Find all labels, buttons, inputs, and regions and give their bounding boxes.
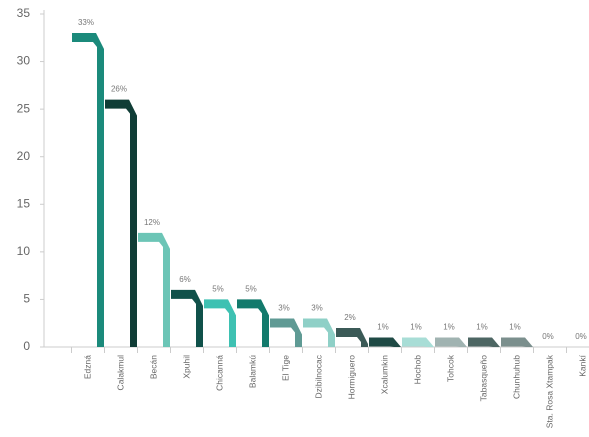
x-tick-label: Calakmul — [115, 355, 125, 391]
y-tick-label: 10 — [17, 244, 31, 258]
value-label: 3% — [278, 304, 290, 313]
y-tick-label: 15 — [17, 196, 31, 210]
x-tick-label: Xcalumkin — [379, 355, 389, 394]
value-label: 26% — [111, 85, 127, 94]
x-tick-label: Tohcok — [445, 354, 455, 382]
value-label: 0% — [542, 332, 554, 341]
x-tick-label: Balamkú — [247, 355, 257, 388]
value-label: 5% — [212, 285, 224, 294]
bar — [336, 327, 368, 347]
bar — [435, 337, 467, 347]
y-tick-label: 20 — [17, 149, 31, 163]
x-tick-label: Hochob — [412, 355, 422, 385]
value-label: 2% — [344, 313, 356, 322]
x-tick-label: Becán — [148, 355, 158, 379]
x-tick-label: El Tige — [280, 355, 290, 381]
value-label: 1% — [377, 323, 389, 332]
value-label: 0% — [575, 332, 587, 341]
value-label: 5% — [245, 285, 257, 294]
y-tick-label: 30 — [17, 54, 31, 68]
value-label: 6% — [179, 275, 191, 284]
x-tick-label: Hormiguero — [346, 355, 356, 400]
bar — [303, 318, 335, 347]
x-tick-label: Xpuhil — [181, 355, 191, 379]
value-label: 3% — [311, 304, 323, 313]
bar — [501, 337, 533, 347]
x-tick-label: Dzibilnocac — [313, 354, 323, 398]
bar — [72, 33, 104, 348]
x-tick-label: Sta. Rosa Xtampak — [544, 354, 554, 428]
bar — [270, 318, 302, 347]
value-label: 12% — [144, 218, 160, 227]
bar — [237, 299, 269, 347]
bar — [138, 232, 170, 347]
value-label: 1% — [410, 323, 422, 332]
value-label: 1% — [443, 323, 455, 332]
x-tick-label: Edzná — [82, 355, 92, 379]
value-label: 1% — [509, 323, 521, 332]
bar — [402, 337, 434, 347]
bar — [468, 337, 500, 347]
value-label: 33% — [78, 18, 94, 27]
bar — [171, 289, 203, 347]
x-tick-label: Kankí — [577, 354, 587, 376]
y-tick-label: 25 — [17, 101, 31, 115]
x-tick-label: Tabasqueño — [478, 355, 488, 402]
value-label: 1% — [476, 323, 488, 332]
bar — [105, 99, 137, 347]
bar — [204, 299, 236, 347]
y-tick-label: 5 — [23, 292, 30, 306]
bar — [369, 337, 401, 347]
y-tick-label: 0 — [23, 339, 30, 353]
x-tick-label: Chicanná — [214, 355, 224, 391]
x-tick-label: Chunhuhub — [511, 355, 521, 399]
y-tick-label: 35 — [17, 6, 31, 20]
